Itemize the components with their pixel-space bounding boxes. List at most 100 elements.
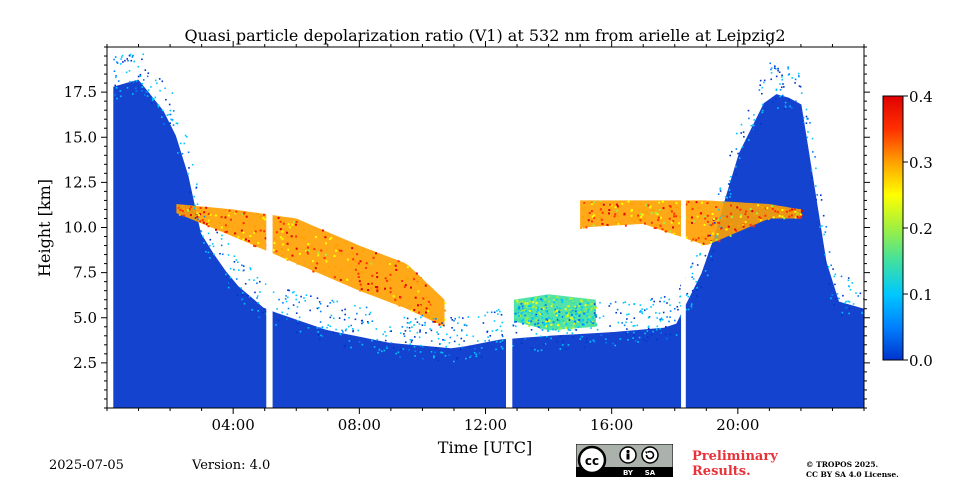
speckle-mark bbox=[685, 294, 688, 297]
speckle-mark bbox=[516, 299, 519, 302]
speckle-mark bbox=[496, 310, 498, 312]
speckle-mark bbox=[142, 79, 145, 81]
speckle-mark bbox=[360, 319, 363, 322]
speckle-mark bbox=[769, 62, 771, 65]
speckle-mark bbox=[410, 321, 412, 323]
speckle-mark bbox=[521, 305, 524, 308]
speckle-mark bbox=[798, 217, 801, 219]
speckle-mark bbox=[631, 218, 634, 221]
speckle-mark bbox=[556, 306, 559, 309]
speckle-mark bbox=[357, 329, 359, 332]
speckle-mark bbox=[774, 210, 777, 213]
speckle-mark bbox=[253, 244, 256, 247]
speckle-mark bbox=[390, 330, 392, 332]
speckle-mark bbox=[590, 327, 592, 329]
speckle-mark bbox=[244, 283, 247, 285]
speckle-mark bbox=[779, 89, 782, 91]
speckle-mark bbox=[384, 339, 387, 342]
speckle-mark bbox=[376, 286, 379, 289]
cc-license-badge[interactable]: cc BY SA bbox=[576, 444, 673, 477]
speckle-mark bbox=[164, 87, 166, 90]
speckle-mark bbox=[404, 341, 407, 343]
speckle-mark bbox=[439, 343, 441, 345]
speckle-mark bbox=[661, 200, 664, 203]
speckle-mark bbox=[419, 304, 422, 307]
speckle-mark bbox=[719, 217, 721, 219]
speckle-mark bbox=[579, 310, 582, 313]
speckle-mark bbox=[646, 308, 648, 310]
speckle-mark bbox=[245, 238, 247, 241]
speckle-mark bbox=[535, 307, 538, 310]
speckle-mark bbox=[144, 69, 147, 71]
speckle-mark bbox=[753, 213, 756, 216]
speckle-mark bbox=[519, 301, 522, 304]
speckle-mark bbox=[540, 349, 543, 352]
speckle-mark bbox=[628, 313, 630, 315]
speckle-mark bbox=[756, 212, 758, 215]
speckle-mark bbox=[462, 317, 464, 319]
speckle-mark bbox=[139, 73, 142, 76]
speckle-mark bbox=[716, 236, 719, 239]
speckle-mark bbox=[146, 95, 149, 97]
speckle-mark bbox=[572, 326, 575, 329]
speckle-mark bbox=[399, 296, 402, 299]
speckle-mark bbox=[747, 109, 750, 112]
speckle-mark bbox=[657, 216, 660, 219]
speckle-mark bbox=[672, 226, 674, 229]
speckle-mark bbox=[651, 298, 653, 300]
speckle-mark bbox=[428, 308, 431, 311]
speckle-mark bbox=[845, 307, 848, 309]
speckle-mark bbox=[666, 316, 668, 318]
speckle-mark bbox=[719, 188, 721, 190]
speckle-mark bbox=[784, 208, 786, 211]
speckle-mark bbox=[240, 287, 242, 289]
speckle-mark bbox=[571, 332, 574, 334]
speckle-mark bbox=[332, 331, 335, 334]
speckle-mark bbox=[841, 314, 843, 316]
speckle-mark bbox=[570, 297, 573, 300]
speckle-mark bbox=[163, 123, 165, 125]
speckle-mark bbox=[241, 213, 244, 216]
speckle-mark bbox=[798, 75, 800, 78]
speckle-mark bbox=[704, 217, 707, 220]
speckle-mark bbox=[551, 303, 554, 306]
speckle-mark bbox=[547, 327, 550, 330]
speckle-mark bbox=[377, 351, 379, 354]
speckle-mark bbox=[291, 223, 294, 226]
speckle-mark bbox=[319, 303, 322, 305]
speckle-mark bbox=[147, 92, 150, 95]
speckle-mark bbox=[359, 260, 362, 263]
speckle-mark bbox=[444, 318, 447, 321]
speckle-mark bbox=[376, 338, 379, 341]
speckle-mark bbox=[542, 307, 545, 310]
speckle-mark bbox=[802, 116, 805, 119]
speckle-mark bbox=[585, 338, 588, 340]
speckle-mark bbox=[573, 316, 576, 319]
speckle-mark bbox=[561, 315, 564, 318]
speckle-mark bbox=[710, 224, 713, 227]
speckle-mark bbox=[142, 53, 144, 56]
speckle-mark bbox=[587, 298, 590, 301]
speckle-mark bbox=[575, 329, 578, 331]
speckle-mark bbox=[295, 294, 298, 297]
speckle-mark bbox=[369, 311, 372, 314]
speckle-mark bbox=[612, 342, 614, 345]
speckle-mark bbox=[848, 285, 850, 287]
speckle-mark bbox=[472, 335, 475, 338]
speckle-mark bbox=[647, 204, 650, 207]
speckle-mark bbox=[677, 308, 679, 311]
speckle-mark bbox=[535, 333, 538, 335]
speckle-mark bbox=[371, 320, 374, 322]
speckle-mark bbox=[778, 215, 781, 217]
cc-icon-label: cc bbox=[585, 454, 599, 468]
speckle-mark bbox=[711, 259, 713, 261]
speckle-mark bbox=[514, 310, 517, 313]
speckle-mark bbox=[628, 303, 630, 306]
speckle-mark bbox=[845, 300, 847, 303]
speckle-mark bbox=[695, 295, 698, 297]
speckle-mark bbox=[286, 318, 288, 320]
speckle-mark bbox=[811, 137, 814, 140]
speckle-mark bbox=[679, 216, 682, 219]
speckle-mark bbox=[775, 75, 778, 78]
speckle-mark bbox=[117, 80, 120, 82]
